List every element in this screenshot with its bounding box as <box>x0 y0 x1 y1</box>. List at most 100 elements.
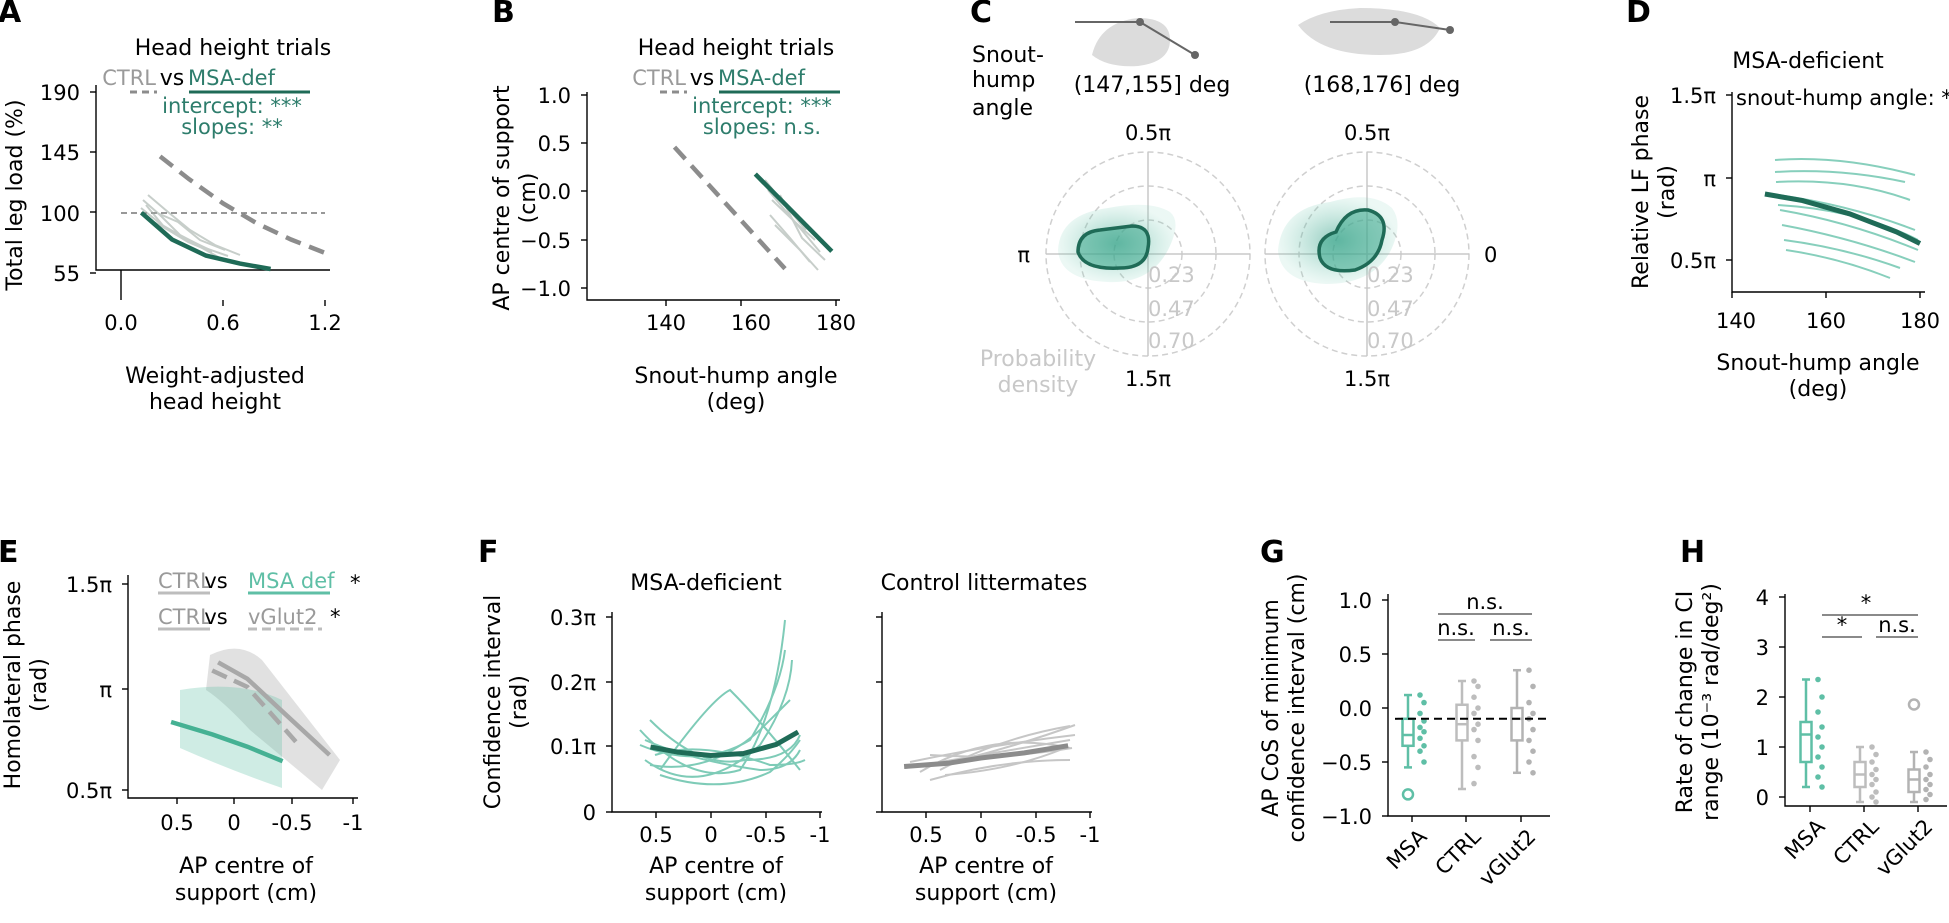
panel-f-msa-individual-lines <box>639 619 806 786</box>
panel-g-ytick-0.5: 0.5 <box>1339 643 1372 667</box>
panel-e-xlabel-2: support (cm) <box>175 881 317 906</box>
panel-c-row-label-3: angle <box>972 96 1033 121</box>
panel-f-ytick-0.1pi: 0.1π <box>550 735 596 759</box>
panel-h-sig-top: * <box>1861 591 1872 615</box>
panel-a-legend-ctrl: CTRL <box>102 66 156 90</box>
panel-g-box-0 <box>1401 717 1415 748</box>
panel-b-yticks: 1.0 0.5 0.0 −0.5 −1.0 <box>520 84 587 301</box>
panel-a-xlabel-1: Weight-adjusted <box>125 364 305 389</box>
polar-plot-1: 0.5π 1.5π π 0.23 0.47 0.70 <box>1017 121 1251 391</box>
panel-h-point-2-5 <box>1927 781 1933 788</box>
panel-f-xticks-2: 0.5 0 -0.5 -1 <box>909 812 1100 847</box>
panel-h-ylabel-2: range (10⁻³ rad/deg²) <box>1699 583 1724 821</box>
panel-b-xtick-160: 160 <box>731 311 771 335</box>
mouse-silhouette-1 <box>1075 18 1199 67</box>
mouse-silhouette-2 <box>1298 8 1454 55</box>
panel-e-letter: E <box>0 535 19 570</box>
panel-h-point-2-2 <box>1923 764 1929 770</box>
polar-2-ring-0.47: 0.47 <box>1367 297 1414 321</box>
panel-e-xtick-neg1: -1 <box>343 811 364 835</box>
panel-h-point-1-6 <box>1869 781 1875 788</box>
panel-g-point-2-8 <box>1526 759 1532 765</box>
panel-e-legend2-vglut2: vGlut2 <box>248 605 317 629</box>
panel-g-outlier-0-0 <box>1401 788 1415 801</box>
panel-e-legend1-ctrl: CTRL <box>158 569 212 593</box>
panel-f-ytick-0: 0 <box>583 801 596 825</box>
polar-2-label-top: 0.5π <box>1344 121 1390 145</box>
panel-d-xtick-180: 180 <box>1900 309 1940 333</box>
panel-c-row-label-2: hump <box>972 68 1035 93</box>
panel-g-sig-top: n.s. <box>1466 590 1504 614</box>
panel-e-ylabel-2: (rad) <box>27 658 52 712</box>
panel-g-point-0-5 <box>1421 743 1427 749</box>
panel-a: A Head height trials CTRL vs MSA-def int… <box>0 0 342 415</box>
panel-g-point-0-4 <box>1417 735 1423 742</box>
panel-h-ytick-4: 4 <box>1756 586 1769 610</box>
panel-h-box-0 <box>1799 720 1813 764</box>
panel-e-xtick-0: 0 <box>227 811 240 835</box>
panel-a-letter: A <box>0 0 22 30</box>
panel-b-ylabel-2: (cm) <box>516 173 541 224</box>
panel-h-point-1-4 <box>1869 771 1875 778</box>
panel-g-point-0-2 <box>1417 724 1423 731</box>
polar-1-label-top: 0.5π <box>1125 121 1171 145</box>
panel-g-point-0-8 <box>1417 692 1423 698</box>
panel-d-msa-line <box>1764 191 1922 246</box>
panel-h-point-0-4 <box>1815 734 1821 740</box>
panel-b-xtick-180: 180 <box>816 311 856 335</box>
panel-e-ylabel-1: Homolateral phase <box>1 581 26 790</box>
panel-g-sig-right: n.s. <box>1492 616 1530 640</box>
panel-h-ytick-3: 3 <box>1756 636 1769 660</box>
panel-d-individual-lines <box>1774 158 1919 279</box>
polar-plot-2: 0.5π 1.5π 0 0.23 0.47 0.70 <box>1264 121 1497 391</box>
panel-c-density-label-1: Probability <box>980 347 1096 372</box>
panel-g-category-vglut2: vGlut2 <box>1474 825 1540 891</box>
panel-h-point-0-6 <box>1815 754 1821 760</box>
panel-h-point-0-0 <box>1815 676 1821 683</box>
panel-c-letter: C <box>970 0 992 30</box>
panel-f-xtick-2-neg0.5: -0.5 <box>1016 823 1057 847</box>
panel-d-ytick-0.5pi: 0.5π <box>1670 249 1716 273</box>
panel-g-ytick-neg1.0: −1.0 <box>1321 805 1372 829</box>
panel-a-stat-slopes: slopes: ** <box>181 115 283 139</box>
panel-d-axes <box>1731 92 1925 293</box>
polar-1-label-bottom: 1.5π <box>1125 367 1171 391</box>
panel-f-xtick-2-0: 0 <box>974 823 987 847</box>
polar-1-ring-0.23: 0.23 <box>1148 263 1195 287</box>
panel-e-legend2-ctrl: CTRL <box>158 605 212 629</box>
panel-h-point-1-5 <box>1873 776 1879 783</box>
panel-h-category-vglut2: vGlut2 <box>1871 815 1937 881</box>
panel-e-xticks: 0.5 0 -0.5 -1 <box>160 798 363 835</box>
panel-f-axes-1 <box>611 612 822 813</box>
panel-g-point-2-6 <box>1526 737 1532 744</box>
panel-g-point-2-9 <box>1530 770 1536 776</box>
panel-f-axes-2 <box>881 612 1092 813</box>
panel-h-point-1-2 <box>1869 759 1875 765</box>
panel-b-ytick-neg0.5: −0.5 <box>520 229 571 253</box>
panel-h-point-1-8 <box>1869 794 1875 800</box>
panel-d-xticks: 140 160 180 <box>1716 292 1940 333</box>
panel-a-ytick-55: 55 <box>53 262 80 286</box>
panel-h-point-0-7 <box>1819 764 1825 770</box>
panel-g-point-2-5 <box>1530 726 1536 733</box>
panel-h-axes <box>1784 594 1947 807</box>
panel-d-xtick-140: 140 <box>1716 309 1756 333</box>
panel-b-xlabel-1: Snout-hump angle <box>634 364 837 389</box>
panel-h-sig-right: n.s. <box>1878 613 1916 637</box>
panel-f-xtick-1-0: 0 <box>704 823 717 847</box>
panel-e-ytick-pi: π <box>99 678 112 702</box>
polar-2-contour <box>1317 208 1386 273</box>
panel-f: F MSA-deficient Control littermates Conf… <box>478 535 1100 906</box>
panel-e-msa-band <box>180 686 282 788</box>
panel-f-xtick-1-neg0.5: -0.5 <box>746 823 787 847</box>
panel-d-ylabel-2: (rad) <box>1655 165 1680 219</box>
panel-f-letter: F <box>478 535 499 570</box>
polar-2-label-right: 0 <box>1484 243 1497 267</box>
panel-h-point-2-8 <box>1923 796 1929 803</box>
panel-e-xtick-0.5: 0.5 <box>160 811 193 835</box>
panel-f-ctrl-line <box>903 743 1069 769</box>
panel-h-point-2-7 <box>1927 791 1933 798</box>
panel-g-point-2-0 <box>1526 667 1532 673</box>
panel-c-row-label-1: Snout- <box>972 43 1044 68</box>
panel-h-point-0-1 <box>1819 694 1825 700</box>
